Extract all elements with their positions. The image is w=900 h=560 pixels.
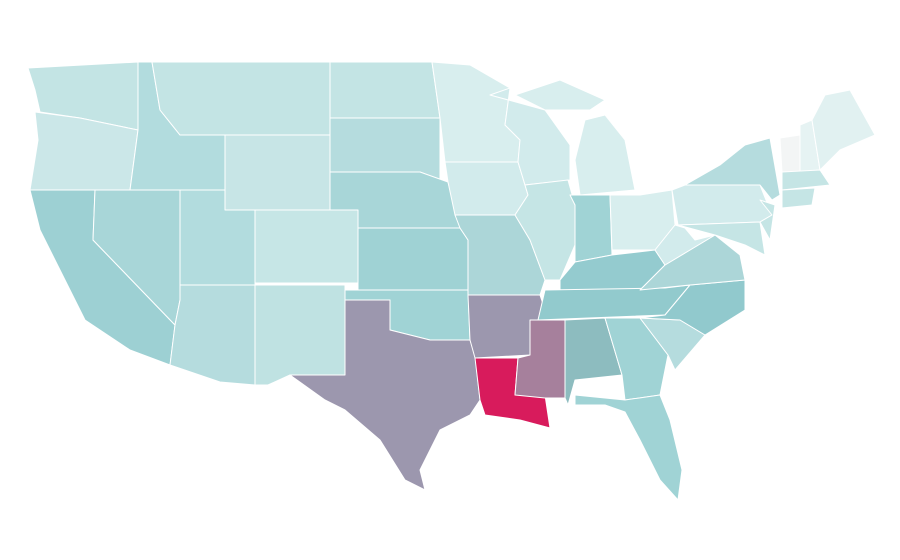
state-region <box>684 137 781 201</box>
state-region <box>779 134 801 173</box>
state-region <box>489 87 571 186</box>
state-region <box>811 89 876 171</box>
state-region <box>151 61 331 136</box>
state-region <box>224 134 331 211</box>
state-region <box>781 187 816 209</box>
state-region <box>357 227 469 291</box>
state-region <box>759 199 776 241</box>
state-region <box>289 299 481 491</box>
state-region <box>169 284 256 386</box>
state-region <box>254 209 359 284</box>
state-region <box>569 194 613 263</box>
state-region <box>574 114 636 196</box>
state-region <box>671 184 773 226</box>
state-region <box>329 61 441 119</box>
state-region <box>329 117 441 181</box>
state-region <box>514 79 606 111</box>
state-region <box>654 224 716 266</box>
state-region <box>514 179 576 281</box>
state-region <box>254 284 346 386</box>
state-region <box>677 221 766 256</box>
state-region <box>574 394 683 501</box>
state-region <box>781 169 831 191</box>
state-region <box>444 161 529 216</box>
